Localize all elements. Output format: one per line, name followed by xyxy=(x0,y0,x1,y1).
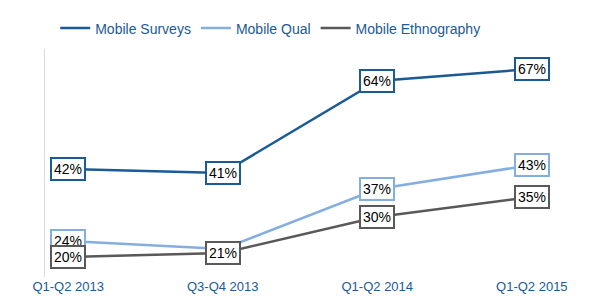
svg-text:Mobile Ethnography: Mobile Ethnography xyxy=(356,21,481,37)
svg-text:37%: 37% xyxy=(363,181,391,197)
svg-text:67%: 67% xyxy=(518,61,546,77)
svg-text:43%: 43% xyxy=(518,157,546,173)
svg-text:24%: 24% xyxy=(54,233,82,249)
svg-text:35%: 35% xyxy=(518,189,546,205)
svg-text:Q3-Q4 2013: Q3-Q4 2013 xyxy=(187,279,259,294)
svg-text:Q1-Q2 2014: Q1-Q2 2014 xyxy=(341,279,413,294)
svg-text:41%: 41% xyxy=(209,165,237,181)
svg-text:30%: 30% xyxy=(363,209,391,225)
svg-text:42%: 42% xyxy=(54,161,82,177)
svg-text:Mobile Qual: Mobile Qual xyxy=(236,21,311,37)
svg-text:64%: 64% xyxy=(363,73,391,89)
svg-text:Q1-Q2 2013: Q1-Q2 2013 xyxy=(32,279,104,294)
svg-text:21%: 21% xyxy=(209,245,237,261)
svg-text:Mobile Surveys: Mobile Surveys xyxy=(95,21,191,37)
svg-text:20%: 20% xyxy=(54,249,82,265)
svg-text:Q1-Q2 2015: Q1-Q2 2015 xyxy=(496,279,568,294)
